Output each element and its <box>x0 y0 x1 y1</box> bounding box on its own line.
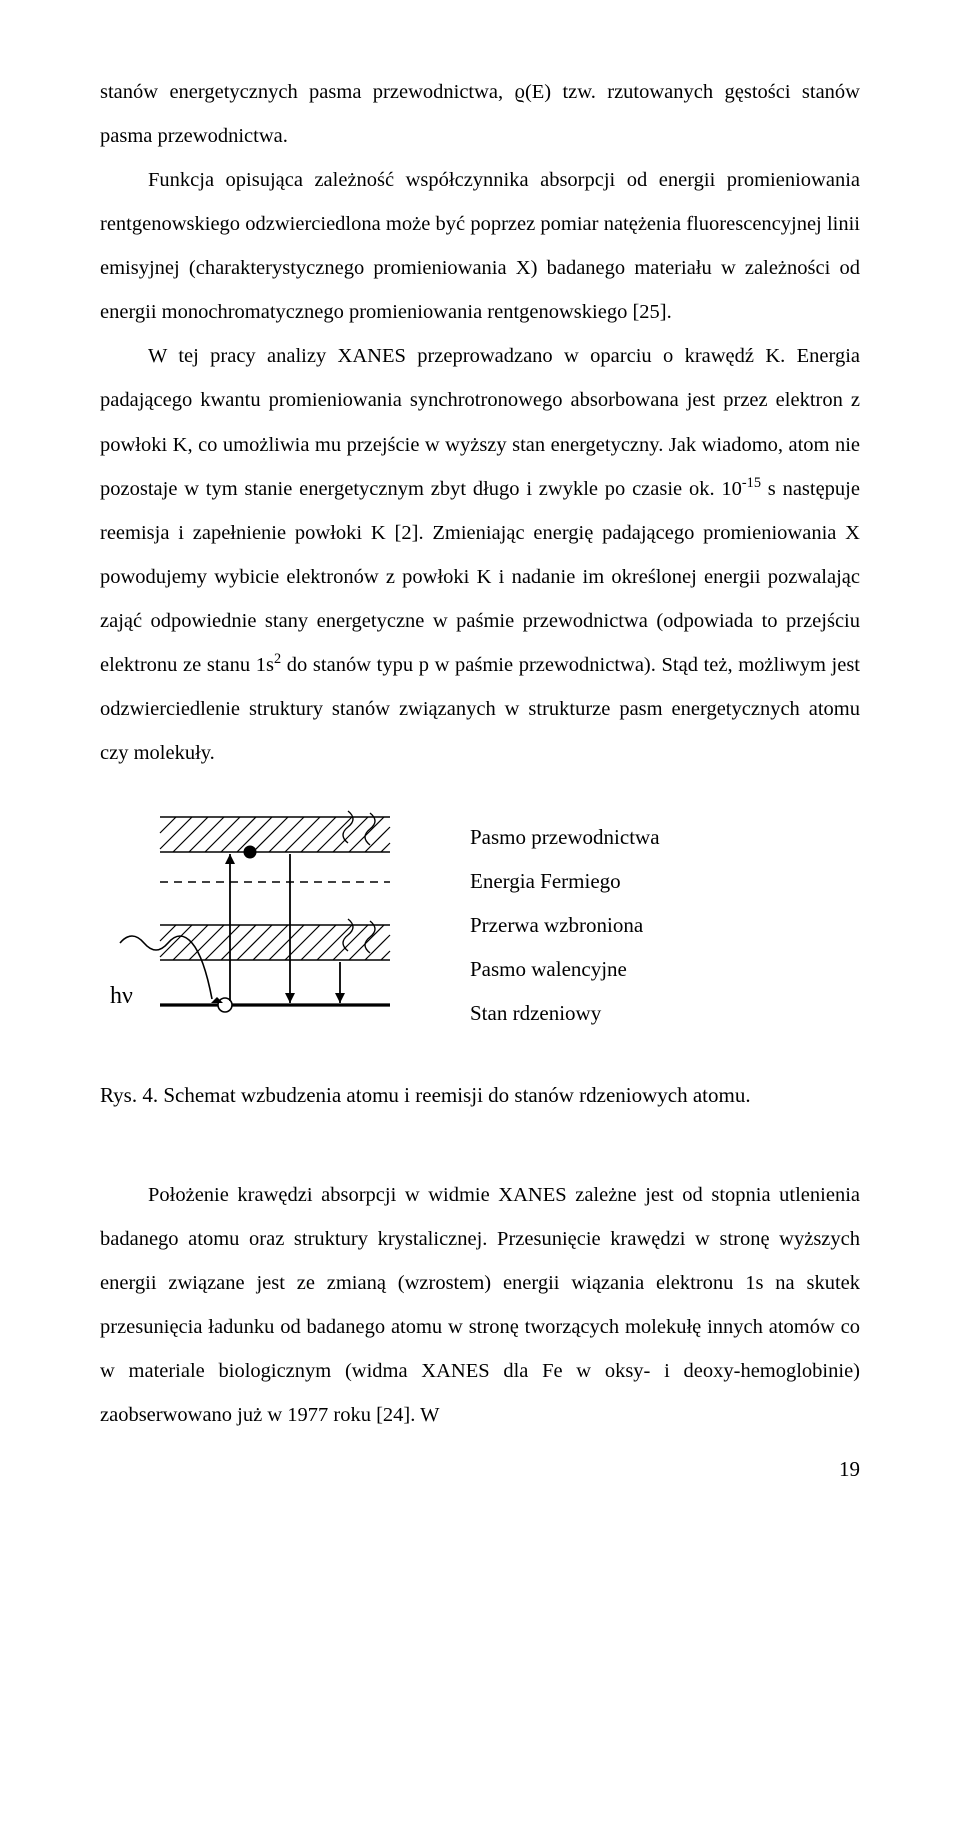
figure-block: hν Pasmo przewodnictwa Energia Fermiego … <box>100 807 860 1043</box>
text: s następuje reemisja i zapełnienie powło… <box>100 478 860 676</box>
hv-label: hν <box>110 983 133 1009</box>
paragraph-2: Funkcja opisująca zależność współczynnik… <box>100 158 860 334</box>
text: Funkcja opisująca zależność współczynnik… <box>100 169 860 323</box>
label-fermi: Energia Fermiego <box>470 859 860 903</box>
superscript: -15 <box>742 475 761 491</box>
page: stanów energetycznych pasma przewodnictw… <box>0 0 960 1552</box>
text: stanów energetycznych pasma przewodnictw… <box>100 81 860 147</box>
page-number: 19 <box>100 1447 860 1492</box>
paragraph-cont: stanów energetycznych pasma przewodnictw… <box>100 70 860 158</box>
energy-band-diagram: hν <box>100 807 410 1043</box>
diagram-labels: Pasmo przewodnictwa Energia Fermiego Prz… <box>470 815 860 1035</box>
label-conduction: Pasmo przewodnictwa <box>470 815 860 859</box>
paragraph-4: Położenie krawędzi absorpcji w widmie XA… <box>100 1173 860 1437</box>
label-core: Stan rdzeniowy <box>470 991 860 1035</box>
label-gap: Przerwa wzbroniona <box>470 903 860 947</box>
text: Położenie krawędzi absorpcji w widmie XA… <box>100 1184 860 1426</box>
paragraph-3: W tej pracy analizy XANES przeprowadzano… <box>100 334 860 775</box>
label-valence: Pasmo walencyjne <box>470 947 860 991</box>
figure-caption: Rys. 4. Schemat wzbudzenia atomu i reemi… <box>100 1079 860 1113</box>
